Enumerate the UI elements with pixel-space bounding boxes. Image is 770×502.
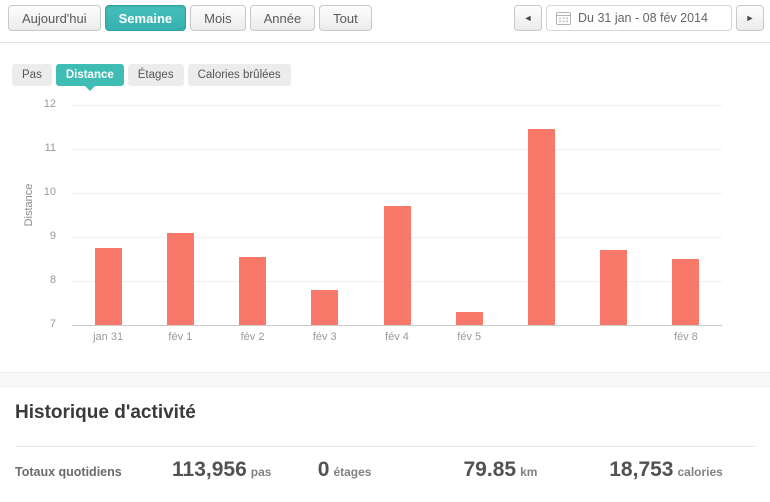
- x-tick-jan-31: jan 31: [93, 331, 124, 343]
- tab-steps[interactable]: Pas: [12, 64, 52, 86]
- chart-bar-fév-1[interactable]: [166, 232, 194, 325]
- chart-bar-fév-8[interactable]: [672, 259, 700, 325]
- history-divider: [15, 446, 755, 447]
- steps-total-value: 113,956: [172, 458, 247, 481]
- calories-total-value: 18,753: [609, 458, 674, 481]
- x-tick-fév-5: fév 5: [457, 331, 482, 343]
- y-tick-11: 11: [44, 142, 56, 154]
- x-tick-fév-1: fév 1: [168, 331, 193, 343]
- chart-bar-jan-31[interactable]: [94, 248, 122, 325]
- chevron-right-icon: ►: [745, 12, 755, 23]
- stat-floors: 0 étages: [318, 458, 464, 482]
- daily-totals-row: Totaux quotidiens 113,956 pas 0 étages 79.…: [15, 458, 755, 482]
- x-tick-fév-4: fév 4: [385, 331, 409, 343]
- chart-plot: [72, 105, 722, 326]
- calories-unit-label: calories: [677, 465, 723, 479]
- y-tick-7: 7: [49, 318, 56, 330]
- range-button-today[interactable]: Aujourd'hui: [8, 5, 101, 31]
- date-range-label: Du 31 jan - 08 fév 2014: [578, 11, 708, 25]
- chart-bar-fév-4[interactable]: [383, 206, 411, 325]
- chart-bar-slot-6[interactable]: [527, 129, 555, 325]
- range-button-month[interactable]: Mois: [190, 5, 246, 31]
- stat-calories: 18,753 calories: [609, 458, 755, 482]
- chart-bar-fév-3[interactable]: [311, 289, 339, 325]
- x-tick-fév-8: fév 8: [673, 331, 698, 343]
- stat-steps: 113,956 pas: [172, 458, 318, 482]
- gridline-11: [72, 149, 722, 150]
- date-range-picker[interactable]: Du 31 jan - 08 fév 2014: [546, 5, 732, 31]
- steps-unit-label: pas: [250, 465, 272, 479]
- chevron-left-icon: ◄: [523, 12, 533, 23]
- range-button-all[interactable]: Tout: [319, 5, 372, 31]
- metric-tab-bar: Pas Distance Étages Calories brûlées: [12, 64, 291, 91]
- totals-row-label: Totaux quotidiens: [15, 465, 122, 479]
- prev-period-button[interactable]: ◄: [514, 5, 542, 31]
- date-range-button-group: Aujourd'hui Semaine Mois Année Tout: [8, 5, 372, 31]
- calendar-icon: [556, 11, 571, 25]
- distance-bar-chart: Distance 7 8 9 10 11 12 jan 31 fév 1 fév 2 fév 3…: [0, 95, 770, 350]
- y-tick-8: 8: [49, 274, 56, 286]
- floors-unit-label: étages: [333, 465, 372, 479]
- tab-calories[interactable]: Calories brûlées: [187, 64, 291, 86]
- chart-bar-slot-7[interactable]: [600, 250, 628, 325]
- range-button-year[interactable]: Année: [249, 5, 316, 31]
- gridline-12: [72, 105, 722, 106]
- y-tick-12: 12: [43, 98, 56, 110]
- y-tick-9: 9: [49, 230, 56, 242]
- next-period-button[interactable]: ►: [736, 5, 764, 31]
- tab-distance-label: Distance: [65, 69, 114, 81]
- range-button-week[interactable]: Semaine: [104, 5, 187, 31]
- stat-distance: 79.85 km: [464, 458, 610, 482]
- tab-floors[interactable]: Étages: [127, 64, 184, 86]
- date-navigation: ◄ Du 31 jan - 08 fév 2014 ►: [514, 5, 764, 31]
- distance-total-value: 79.85: [463, 458, 517, 481]
- tab-distance[interactable]: Distance: [55, 64, 124, 91]
- active-tab-pointer-icon: [84, 86, 95, 91]
- toolbar: Aujourd'hui Semaine Mois Année Tout ◄: [0, 0, 770, 43]
- chart-bar-fév-5[interactable]: [455, 311, 483, 325]
- distance-unit-label: km: [520, 465, 538, 479]
- section-divider: [0, 372, 770, 387]
- gridline-10: [72, 193, 722, 194]
- x-tick-fév-3: fév 3: [312, 331, 337, 343]
- chart-bar-fév-2[interactable]: [239, 256, 267, 325]
- floors-total-value: 0: [317, 458, 330, 481]
- x-tick-fév-2: fév 2: [240, 331, 265, 343]
- y-tick-10: 10: [43, 186, 56, 198]
- history-section-title: Historique d'activité: [15, 402, 196, 423]
